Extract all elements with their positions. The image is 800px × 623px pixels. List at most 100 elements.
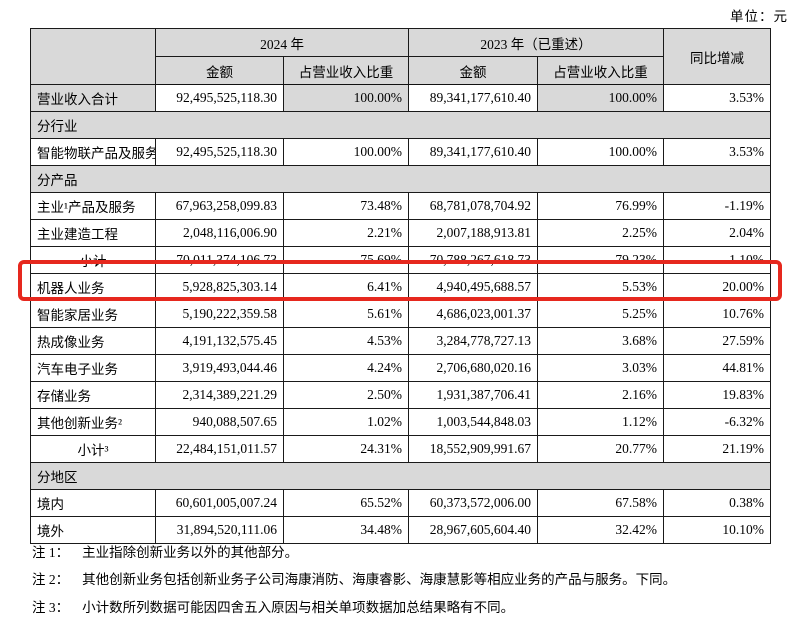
pct-2023: 67.58% [537, 489, 664, 517]
yoy-value: 3.53% [663, 84, 771, 112]
pct-2023: 76.99% [537, 192, 664, 220]
yoy-value: -1.19% [663, 192, 771, 220]
yoy-value: -1.10% [663, 246, 771, 274]
pct-2024: 2.50% [283, 381, 409, 409]
amount-2023: 70,788,267,618.73 [408, 246, 538, 274]
table-row-thermal: 热成像业务 4,191,132,575.45 4.53% 3,284,778,7… [30, 327, 771, 355]
header-corner-cell [30, 28, 156, 85]
pct-2023: 1.12% [537, 408, 664, 436]
footnote-text: 小计数所列数据可能因四舍五入原因与相关单项数据加总结果略有不同。 [82, 599, 515, 615]
amount-2024: 92,495,525,118.30 [155, 84, 284, 112]
amount-2023: 2,706,680,020.16 [408, 354, 538, 382]
footnote-label: 注 1： [32, 544, 70, 560]
table-header-row-1: 2024 年 2023 年（已重述） 同比增减 [30, 28, 771, 85]
row-label: 主业建造工程 [30, 219, 156, 247]
table-row-subtotal-main: 小计 70,011,374,106.73 75.69% 70,788,267,6… [30, 246, 771, 274]
amount-2023: 60,373,572,006.00 [408, 489, 538, 517]
amount-2023: 4,686,023,001.37 [408, 300, 538, 328]
amount-2023: 28,967,605,604.40 [408, 516, 538, 544]
yoy-value: 20.00% [663, 273, 771, 301]
amount-2023: 2,007,188,913.81 [408, 219, 538, 247]
row-label: 小计 [30, 246, 156, 274]
table-row-automotive: 汽车电子业务 3,919,493,044.46 4.24% 2,706,680,… [30, 354, 771, 382]
footnote-2: 注 2： 其他创新业务包括创新业务子公司海康消防、海康睿影、海康慧影等相应业务的… [32, 565, 772, 593]
pct-2023: 5.53% [537, 273, 664, 301]
yoy-value: 0.38% [663, 489, 771, 517]
pct-2024: 6.41% [283, 273, 409, 301]
unit-label: 单位：元 [730, 9, 788, 24]
footnote-1: 注 1： 主业指除创新业务以外的其他部分。 [32, 537, 772, 565]
header-2023: 2023 年（已重述） [408, 28, 664, 57]
pct-2023: 100.00% [537, 138, 664, 166]
section-row-by-industry: 分行业 [30, 111, 771, 139]
amount-2024: 4,191,132,575.45 [155, 327, 284, 355]
amount-2024: 940,088,507.65 [155, 408, 284, 436]
row-label: 机器人业务 [30, 273, 156, 301]
row-label: 其他创新业务² [30, 408, 156, 436]
section-label: 分地区 [30, 462, 771, 490]
yoy-value: 10.10% [663, 516, 771, 544]
section-row-by-region: 分地区 [30, 462, 771, 490]
row-label: 智能物联产品及服务 [30, 138, 156, 166]
header-yoy: 同比增减 [663, 28, 771, 85]
footnote-label: 注 2： [32, 572, 70, 588]
amount-2023: 89,341,177,610.40 [408, 138, 538, 166]
amount-2024: 2,314,389,221.29 [155, 381, 284, 409]
pct-2024: 100.00% [283, 138, 409, 166]
pct-2023: 20.77% [537, 435, 664, 463]
amount-2024: 5,928,825,303.14 [155, 273, 284, 301]
amount-2023: 68,781,078,704.92 [408, 192, 538, 220]
table-row-total-revenue: 营业收入合计 92,495,525,118.30 100.00% 89,341,… [30, 84, 771, 112]
row-label: 汽车电子业务 [30, 354, 156, 382]
pct-2023: 32.42% [537, 516, 664, 544]
yoy-value: 19.83% [663, 381, 771, 409]
table-row-smart-iot: 智能物联产品及服务 92,495,525,118.30 100.00% 89,3… [30, 138, 771, 166]
yoy-value: 44.81% [663, 354, 771, 382]
row-label: 营业收入合计 [30, 84, 156, 112]
header-amount-2023: 金额 [408, 56, 538, 85]
table-row-construction: 主业建造工程 2,048,116,006.90 2.21% 2,007,188,… [30, 219, 771, 247]
table-row-smart-home: 智能家居业务 5,190,222,359.58 5.61% 4,686,023,… [30, 300, 771, 328]
pct-2024: 4.24% [283, 354, 409, 382]
table-row-other-innovation: 其他创新业务² 940,088,507.65 1.02% 1,003,544,8… [30, 408, 771, 436]
table-row-subtotal-innovation: 小计³ 22,484,151,011.57 24.31% 18,552,909,… [30, 435, 771, 463]
amount-2024: 60,601,005,007.24 [155, 489, 284, 517]
amount-2023: 3,284,778,727.13 [408, 327, 538, 355]
pct-2024: 24.31% [283, 435, 409, 463]
pct-2024: 2.21% [283, 219, 409, 247]
pct-2024: 34.48% [283, 516, 409, 544]
footnote-label: 注 3： [32, 599, 70, 615]
row-label: 存储业务 [30, 381, 156, 409]
yoy-value: 3.53% [663, 138, 771, 166]
amount-2024: 67,963,258,099.83 [155, 192, 284, 220]
amount-2023: 1,931,387,706.41 [408, 381, 538, 409]
yoy-value: 10.76% [663, 300, 771, 328]
pct-2024: 4.53% [283, 327, 409, 355]
table-header-row-2: 金额 占营业收入比重 金额 占营业收入比重 [31, 56, 771, 85]
amount-2023: 4,940,495,688.57 [408, 273, 538, 301]
header-amount-2024: 金额 [155, 56, 284, 85]
row-label: 智能家居业务 [30, 300, 156, 328]
header-pct-2023: 占营业收入比重 [537, 56, 664, 85]
amount-2023: 18,552,909,991.67 [408, 435, 538, 463]
section-label: 分产品 [30, 165, 771, 193]
header-pct-2024: 占营业收入比重 [283, 56, 409, 85]
amount-2024: 3,919,493,044.46 [155, 354, 284, 382]
pct-2023: 100.00% [537, 84, 664, 112]
row-label: 热成像业务 [30, 327, 156, 355]
amount-2024: 70,011,374,106.73 [155, 246, 284, 274]
table-row-robotics: 机器人业务 5,928,825,303.14 6.41% 4,940,495,6… [30, 273, 771, 301]
pct-2024: 75.69% [283, 246, 409, 274]
header-2024: 2024 年 [155, 28, 409, 57]
amount-2024: 92,495,525,118.30 [155, 138, 284, 166]
amount-2023: 1,003,544,848.03 [408, 408, 538, 436]
footnotes: 注 1： 主业指除创新业务以外的其他部分。 注 2： 其他创新业务包括创新业务子… [32, 537, 772, 620]
pct-2023: 2.25% [537, 219, 664, 247]
amount-2024: 5,190,222,359.58 [155, 300, 284, 328]
amount-2023: 89,341,177,610.40 [408, 84, 538, 112]
table-row-overseas: 境外 31,894,520,111.06 34.48% 28,967,605,6… [30, 516, 771, 544]
yoy-value: 21.19% [663, 435, 771, 463]
revenue-table: 2024 年 2023 年（已重述） 同比增减 金额 占营业收入比重 金额 占营… [30, 28, 771, 544]
row-label: 主业¹产品及服务 [30, 192, 156, 220]
